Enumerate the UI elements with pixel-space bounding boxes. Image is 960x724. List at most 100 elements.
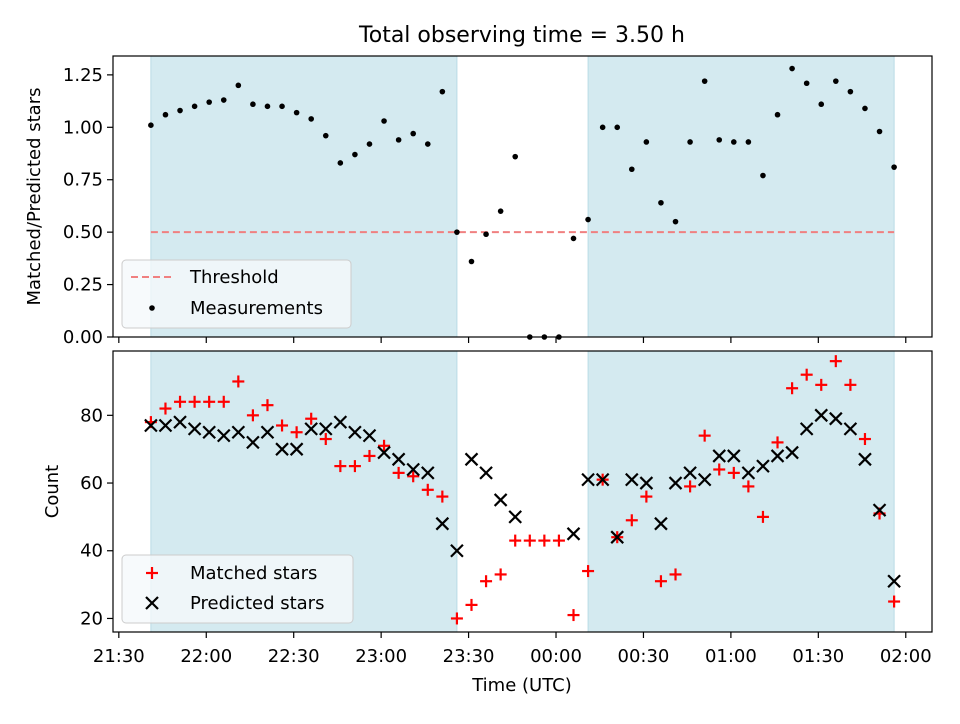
x-tick-label: 22:00: [180, 646, 232, 667]
predicted-star-marker: [202, 425, 216, 440]
predicted-star-marker: [246, 435, 260, 450]
predicted-star-marker: [727, 449, 741, 463]
measurement-point: [570, 235, 577, 242]
predicted-stars-legend-swatch: [145, 596, 159, 610]
measurement-point: [891, 164, 897, 170]
measurement-point: [658, 199, 664, 206]
measurement-point: [672, 218, 679, 225]
measurement-point: [876, 128, 883, 135]
matched-stars-legend-swatch: [146, 567, 158, 579]
measurement-point: [322, 132, 329, 139]
matched-star-marker: [159, 402, 172, 415]
measurement-point: [599, 124, 606, 131]
predicted-stars-legend-label: Predicted stars: [190, 593, 324, 614]
predicted-star-marker: [639, 476, 654, 490]
measurement-point: [716, 137, 723, 143]
matched-star-marker: [684, 480, 697, 493]
matched-star-marker: [480, 575, 493, 588]
matched-star-marker: [654, 575, 667, 588]
x-tick-label: 02:00: [880, 646, 932, 667]
bottom-x-ticks: 21:30 22:00 22:30 23:00 23:30 00:00 00:30 01:00…: [93, 632, 932, 667]
bottom-points: [144, 355, 901, 625]
predicted-star-marker: [697, 472, 712, 487]
predicted-star-marker: [814, 408, 829, 423]
predicted-star-marker: [289, 442, 304, 456]
predicted-star-marker: [712, 449, 727, 463]
matched-star-marker: [348, 460, 361, 473]
shaded-span: [588, 351, 895, 632]
predicted-star-marker: [304, 422, 318, 436]
matched-star-marker: [800, 368, 813, 381]
predicted-star-marker: [216, 428, 231, 443]
matched-star-marker: [888, 595, 901, 608]
bottom-legend: Matched stars Predicted stars: [121, 554, 354, 624]
matched-star-marker: [392, 466, 405, 479]
matched-star-marker: [727, 466, 740, 479]
predicted-star-marker: [887, 574, 901, 588]
matched-star-marker: [582, 565, 595, 578]
matched-star-marker: [829, 355, 842, 368]
matched-star-marker: [261, 399, 274, 412]
measurement-point: [833, 78, 839, 84]
top-plot-frame: [112, 55, 933, 338]
measurement-point: [206, 99, 212, 105]
predicted-star-marker: [479, 466, 493, 480]
matched-star-marker: [509, 534, 522, 547]
measurement-point: [439, 88, 446, 95]
top-x-ticks: [118, 337, 907, 343]
predicted-star-marker: [275, 442, 289, 456]
measurement-point: [687, 139, 693, 145]
predicted-star-marker: [625, 472, 639, 487]
predicted-star-marker: [348, 425, 362, 440]
measurement-point: [395, 137, 402, 143]
top-y-ticks: 0.00 0.25 0.50 0.75 1.00 1.25: [63, 65, 113, 348]
top-legend-box: [121, 259, 352, 329]
predicted-star-marker: [450, 543, 464, 558]
predicted-star-marker: [187, 422, 202, 436]
x-tick-label: 01:30: [792, 646, 844, 667]
predicted-star-marker: [362, 428, 377, 443]
x-tick-label: 00:30: [618, 646, 670, 667]
measurement-point: [497, 208, 504, 214]
measurement-point: [293, 109, 300, 116]
measurement-point: [774, 111, 781, 118]
y-tick-label: 40: [80, 541, 103, 562]
matched-star-marker: [203, 395, 216, 408]
matched-star-marker: [523, 534, 536, 547]
matched-star-marker: [713, 463, 726, 476]
measurement-point: [410, 130, 417, 137]
bottom-plot-frame: [112, 350, 933, 633]
bottom-y-axis-label: Count: [42, 465, 63, 518]
measurement-point: [235, 82, 242, 89]
measurement-point: [745, 139, 752, 145]
predicted-star-marker: [683, 466, 697, 480]
predicted-star-marker: [391, 452, 406, 467]
bottom-y-ticks: 20 40 60 80: [80, 405, 113, 629]
predicted-star-marker: [741, 466, 756, 480]
matched-star-marker: [465, 598, 478, 611]
predicted-star-marker: [799, 422, 814, 436]
predicted-star-marker: [770, 449, 785, 463]
predicted-star-marker: [435, 516, 450, 531]
measurement-point: [279, 103, 285, 110]
predicted-star-marker: [260, 425, 275, 440]
predicted-star-marker: [785, 445, 799, 460]
matched-star-marker: [319, 433, 332, 446]
predicted-star-marker: [654, 516, 668, 531]
measurement-point: [366, 141, 373, 147]
predicted-star-marker: [420, 466, 435, 480]
predicted-star-marker: [610, 530, 625, 544]
predicted-star-marker: [493, 493, 508, 507]
top-panel: 0.00 0.25 0.50 0.75 1.00 1.25 Matched/Predict…: [24, 55, 933, 348]
chart-title: Total observing time = 3.50 h: [358, 23, 685, 48]
matched-star-marker: [363, 449, 376, 462]
measurement-point: [454, 229, 460, 235]
measurement-point: [483, 231, 489, 238]
bottom-legend-box: [121, 554, 354, 624]
x-tick-label: 00:00: [530, 646, 582, 667]
matched-star-marker: [305, 412, 318, 425]
measurement-point: [614, 124, 621, 131]
measurement-point: [789, 65, 795, 72]
matched-star-marker: [378, 439, 391, 452]
